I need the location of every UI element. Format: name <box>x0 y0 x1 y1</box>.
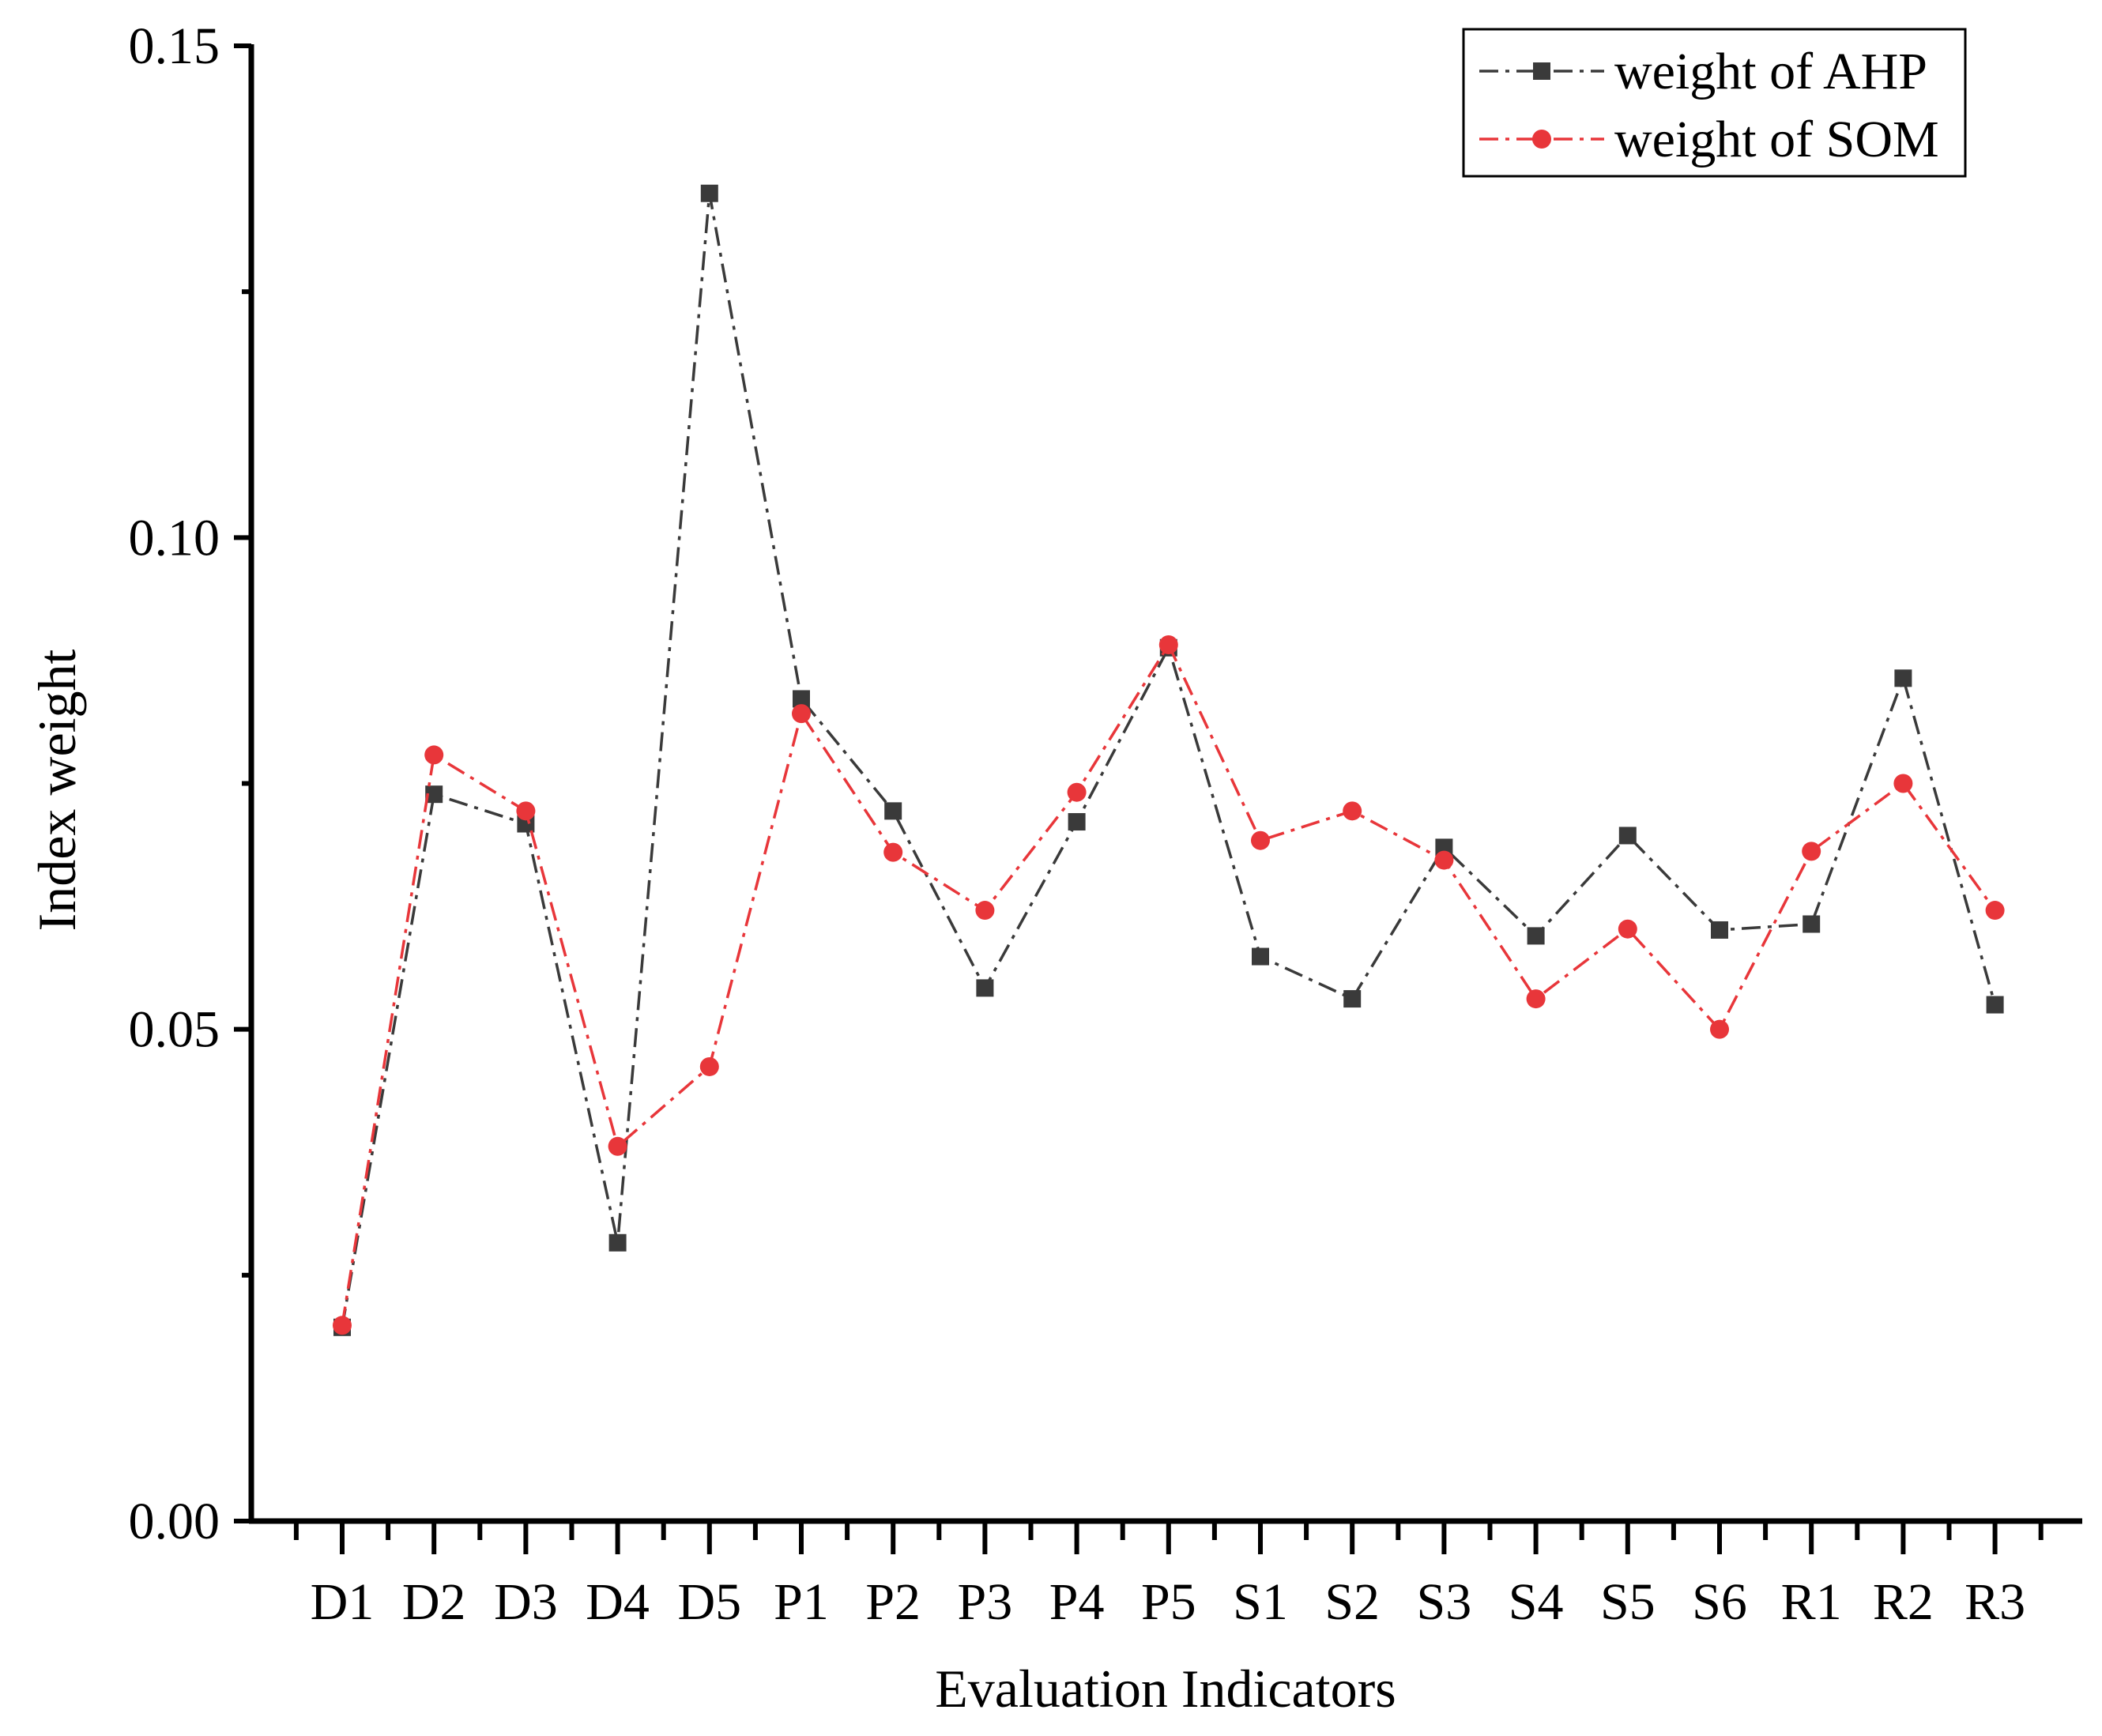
x-tick-label: P5 <box>1141 1573 1196 1631</box>
data-point <box>793 690 810 708</box>
x-tick-label: P2 <box>865 1573 921 1631</box>
data-point <box>1618 827 1637 845</box>
legend: weight of AHP weight of SOM <box>1462 28 1967 178</box>
x-tick-label: P4 <box>1049 1573 1105 1631</box>
data-point <box>1435 838 1453 857</box>
x-tick-label: R2 <box>1873 1573 1934 1631</box>
data-point <box>608 1233 627 1252</box>
y-tick-label: 0.05 <box>129 1001 220 1059</box>
data-point <box>608 1136 627 1156</box>
data-point <box>517 815 535 833</box>
x-tick-label: P1 <box>774 1573 829 1631</box>
data-point <box>700 184 718 202</box>
data-point <box>1710 1019 1729 1039</box>
data-point <box>1251 830 1270 850</box>
x-tick-label: D2 <box>402 1573 466 1631</box>
y-axis-title: Index weight <box>27 649 87 931</box>
x-tick-label: S3 <box>1417 1573 1472 1631</box>
series-som <box>333 635 2005 1335</box>
data-point <box>1894 669 1912 687</box>
data-point <box>1986 996 2004 1014</box>
x-tick-label: S4 <box>1509 1573 1564 1631</box>
x-tick-label: R1 <box>1781 1573 1842 1631</box>
series-line <box>341 193 1997 1328</box>
x-tick-label: S6 <box>1692 1573 1747 1631</box>
data-point <box>1618 919 1637 939</box>
series-layer <box>333 184 2005 1336</box>
data-point <box>699 1056 719 1076</box>
x-tick-label: P3 <box>958 1573 1013 1631</box>
x-tick-label: D5 <box>677 1573 741 1631</box>
data-point <box>1711 921 1728 939</box>
y-tick-label: 0.15 <box>129 17 220 75</box>
data-point <box>1893 774 1913 793</box>
data-point <box>1343 801 1362 821</box>
x-tick-label: S2 <box>1324 1573 1380 1631</box>
x-tick-label: R3 <box>1965 1573 2025 1631</box>
x-tick-label: D3 <box>494 1573 558 1631</box>
legend-item: weight of SOM <box>1479 111 1939 168</box>
x-tick-label: D4 <box>586 1573 650 1631</box>
data-point <box>1802 842 1821 861</box>
data-point <box>425 785 443 804</box>
data-point <box>792 704 811 724</box>
data-point <box>1343 990 1362 1008</box>
legend-marker <box>1533 62 1550 80</box>
data-point <box>976 979 994 997</box>
data-point <box>1158 635 1178 655</box>
y-tick-label: 0.10 <box>129 509 220 567</box>
series-ahp <box>333 184 2004 1336</box>
legend-item: weight of AHP <box>1479 43 1927 100</box>
y-tick-label: 0.00 <box>129 1493 220 1550</box>
legend-label: weight of SOM <box>1614 111 1939 168</box>
y-ticks: 0.00 0.05 0.10 0.15 <box>129 17 251 1550</box>
data-point <box>1068 813 1086 831</box>
data-point <box>1985 901 2005 921</box>
x-tick-label: D1 <box>311 1573 375 1631</box>
data-point <box>1434 850 1454 870</box>
data-point <box>333 1316 352 1335</box>
data-point <box>883 842 903 862</box>
data-point <box>1527 927 1545 945</box>
series-line <box>341 642 1997 1326</box>
x-axis-title: Evaluation Indicators <box>935 1659 1396 1719</box>
data-point <box>516 801 536 821</box>
data-point <box>975 901 995 921</box>
legend-marker <box>1532 130 1551 149</box>
x-tick-label: S1 <box>1233 1573 1288 1631</box>
data-point <box>1803 915 1821 933</box>
x-ticks: D1 D2 D3 D4 D5 P1 P2 P3 P4 P5 S1 S2 S3 S4 S5 S6 R1 R2 R3 <box>293 1521 2044 1631</box>
legend-box <box>1462 28 1967 178</box>
data-point <box>1067 782 1087 802</box>
legend-label: weight of AHP <box>1614 43 1927 100</box>
data-point <box>1252 947 1269 966</box>
data-point <box>424 745 444 765</box>
data-point <box>884 802 902 820</box>
x-tick-label: S5 <box>1600 1573 1656 1631</box>
data-point <box>1526 989 1546 1009</box>
